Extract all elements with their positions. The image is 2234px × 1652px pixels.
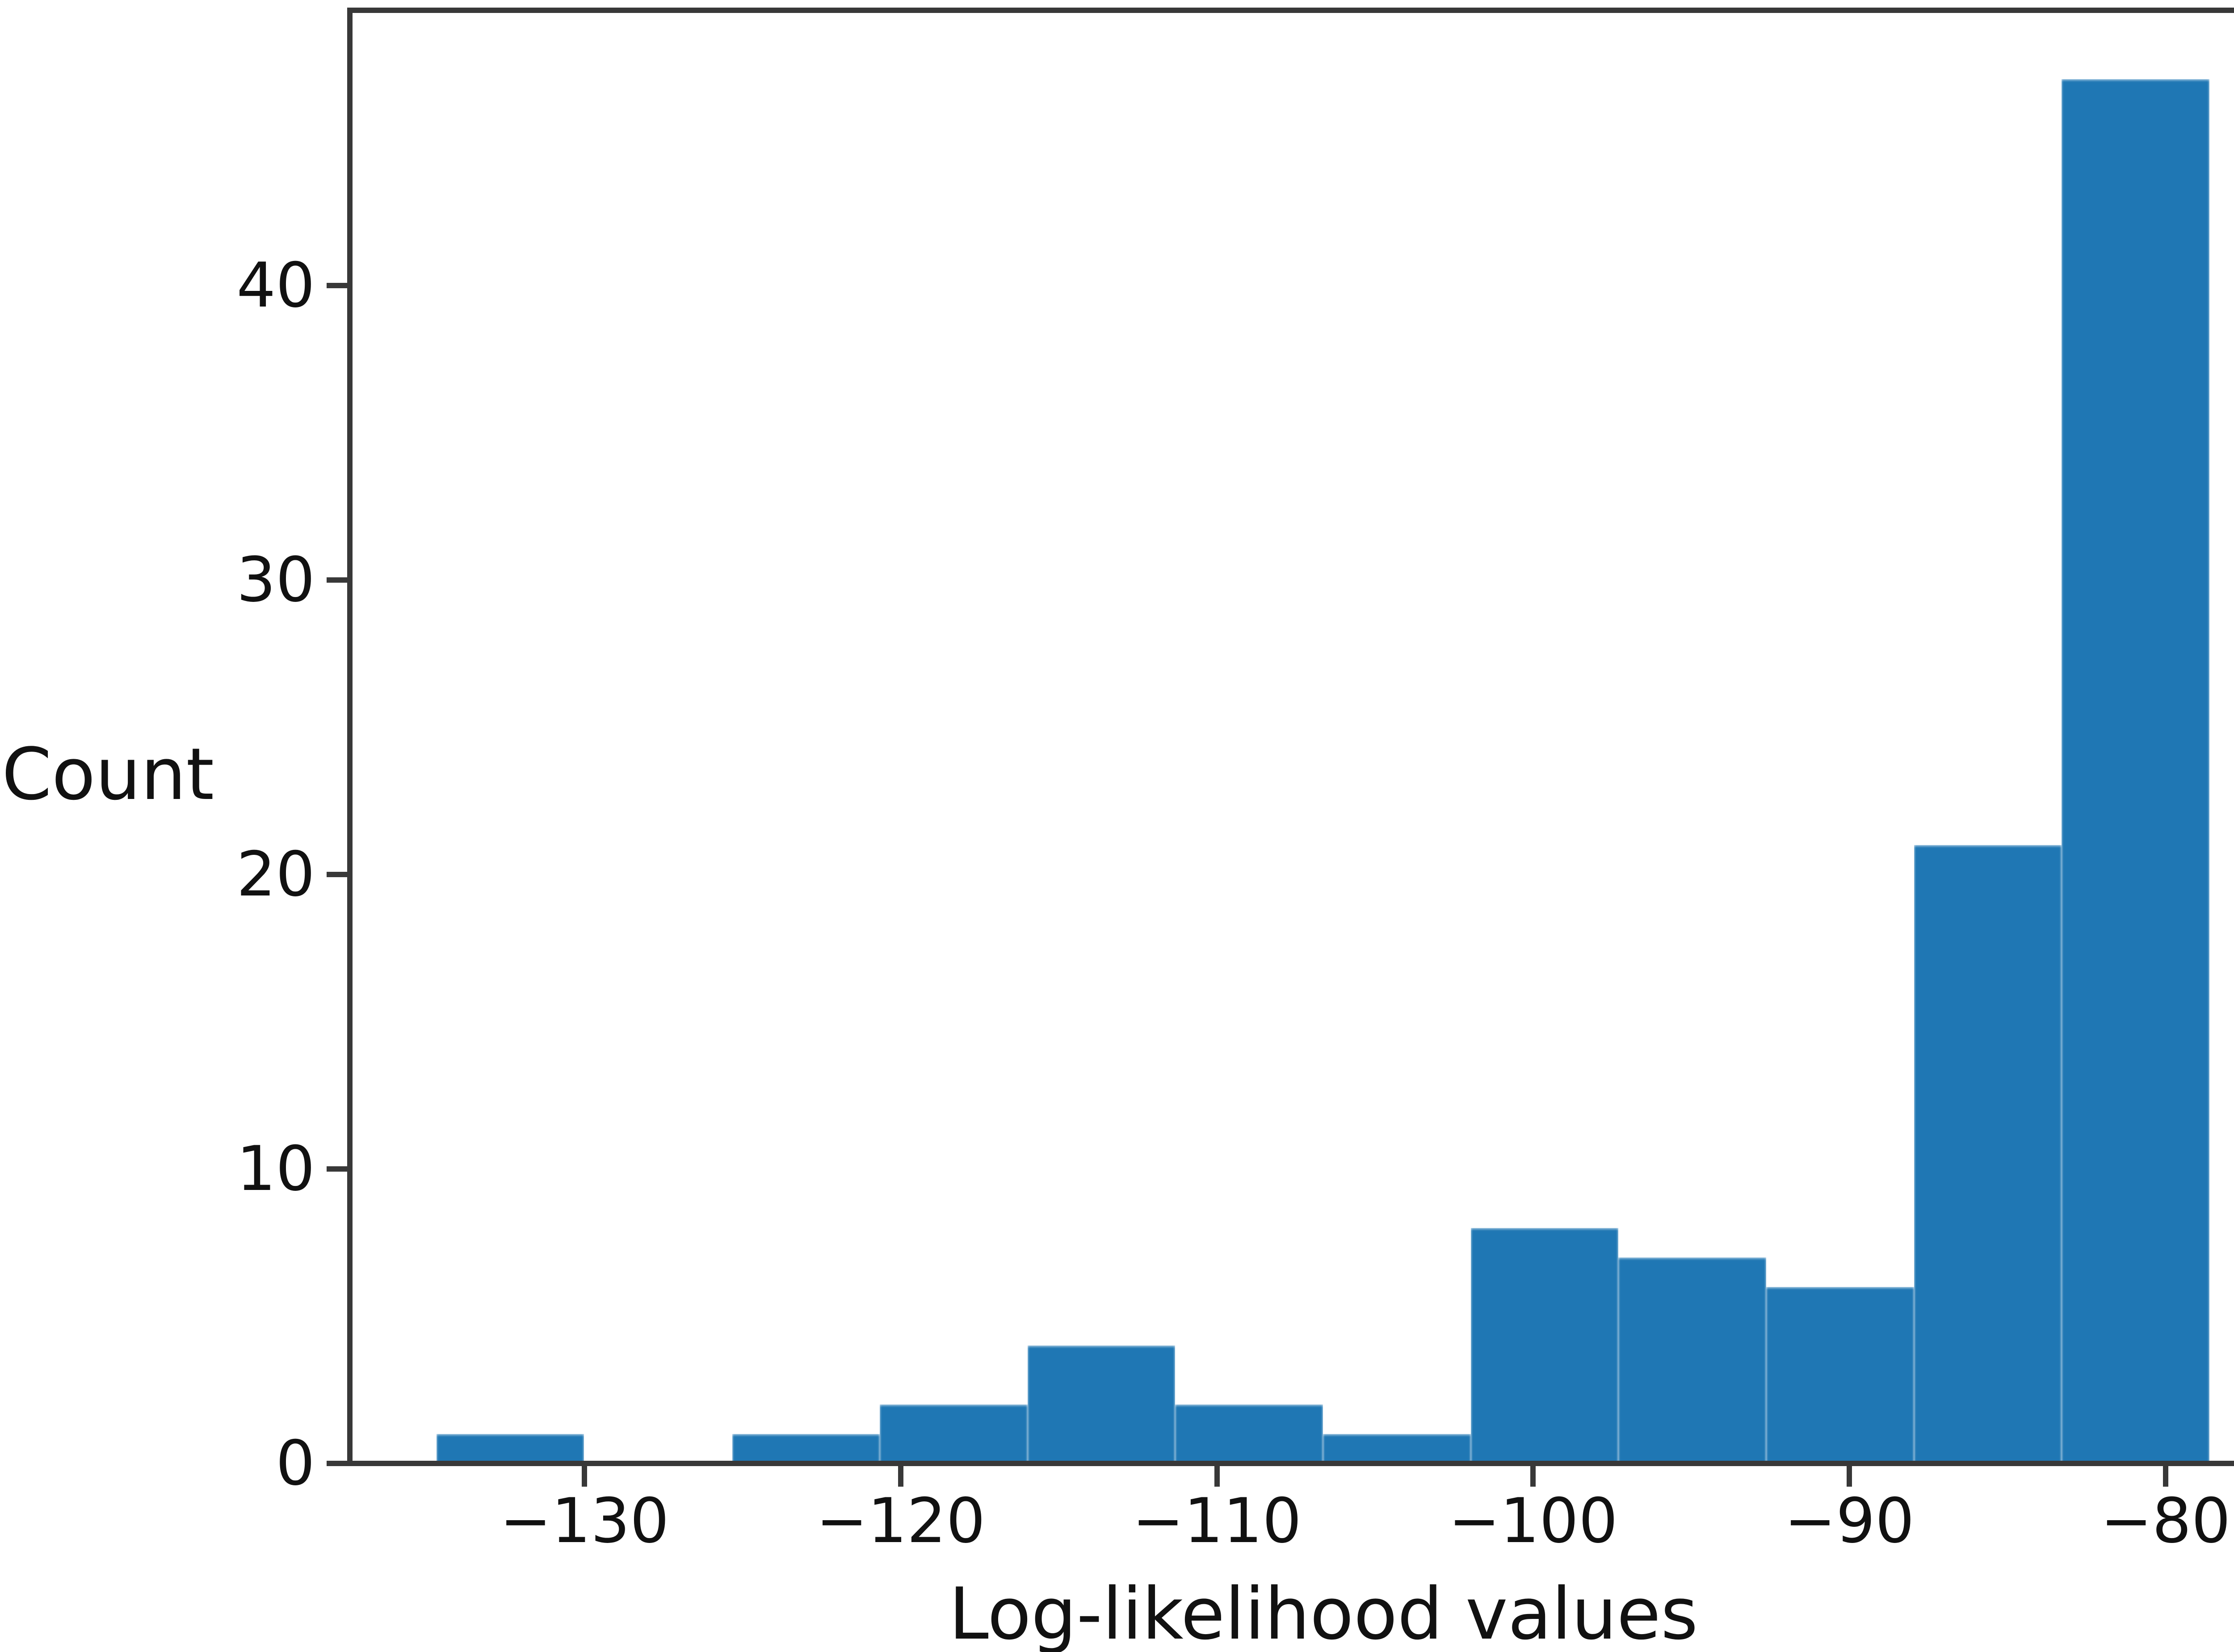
histogram-bar <box>1027 1345 1176 1463</box>
y-tick-label: 40 <box>236 249 315 321</box>
y-tick-label: 30 <box>236 543 315 616</box>
y-tick-label: 0 <box>276 1427 315 1499</box>
histogram-bar <box>1766 1286 1914 1463</box>
histogram-bar <box>436 1434 584 1463</box>
x-tick-mark <box>1214 1466 1220 1487</box>
y-tick-mark <box>327 282 347 288</box>
axis-spine-top <box>347 8 2234 13</box>
x-tick-label: −110 <box>1132 1485 1302 1557</box>
x-tick-label: −90 <box>1784 1485 1915 1557</box>
histogram-bar <box>1323 1434 1471 1463</box>
y-tick-mark <box>327 871 347 877</box>
axis-spine-bottom <box>347 1461 2234 1466</box>
y-tick-label: 10 <box>236 1132 315 1205</box>
x-tick-label: −120 <box>816 1485 986 1557</box>
histogram-bar <box>1470 1227 1619 1463</box>
histogram-bar <box>1175 1404 1323 1463</box>
x-tick-mark <box>2163 1466 2168 1487</box>
x-tick-mark <box>1847 1466 1852 1487</box>
y-tick-mark <box>327 1461 347 1466</box>
histogram-bar <box>732 1434 880 1463</box>
y-tick-label: 20 <box>236 838 315 910</box>
x-tick-mark <box>898 1466 903 1487</box>
x-tick-mark <box>1530 1466 1536 1487</box>
x-axis-label: Log-likelihood values <box>949 1572 1698 1652</box>
histogram-bar <box>2062 79 2210 1463</box>
y-tick-mark <box>327 1166 347 1172</box>
histogram-bar <box>1618 1257 1766 1463</box>
x-tick-label: −80 <box>2100 1485 2231 1557</box>
x-tick-label: −100 <box>1448 1485 1618 1557</box>
y-tick-mark <box>327 577 347 583</box>
axis-spine-left <box>347 8 353 1466</box>
y-axis-label: Count <box>2 732 214 816</box>
x-tick-label: −130 <box>500 1485 669 1557</box>
x-tick-mark <box>582 1466 588 1487</box>
histogram-bar <box>880 1404 1028 1463</box>
histogram-bar <box>1914 845 2062 1463</box>
